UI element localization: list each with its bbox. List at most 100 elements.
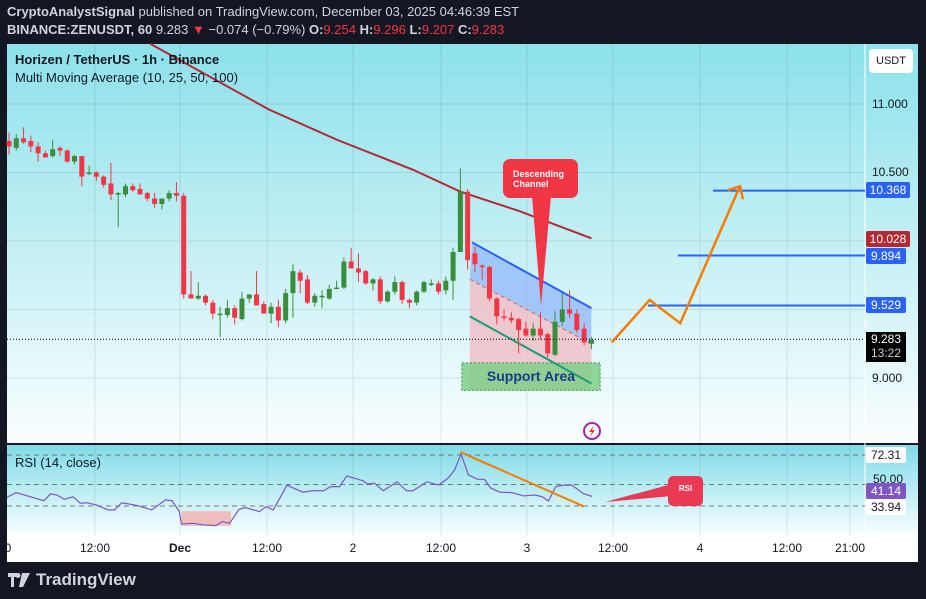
rsi-upper-tag: 72.31 (866, 447, 906, 463)
candle-up (326, 288, 332, 299)
candle-up (559, 309, 565, 322)
channel-callout[interactable]: Descending Channel (503, 159, 578, 198)
rsi-callout-label[interactable]: RSI (678, 484, 693, 493)
projection-arrowhead-icon (727, 184, 745, 200)
candle-up (86, 172, 92, 174)
chart-title[interactable]: Horizen / TetherUS · 1h · Binance (15, 52, 220, 67)
candle-down (501, 316, 507, 318)
candle-down (406, 299, 412, 303)
author-name[interactable]: CryptoAnalystSignal (7, 4, 135, 19)
candle-down (144, 193, 150, 199)
moving-average-line (149, 42, 592, 240)
high-value: 9.296 (373, 22, 406, 37)
candle-down (64, 150, 70, 162)
rsi-current-tag: 41.14 (866, 483, 906, 499)
candle-down (545, 334, 551, 354)
candle-down (181, 195, 187, 295)
candle-down (574, 313, 580, 331)
symbol: BINANCE:ZENUSDT, 60 (7, 22, 153, 37)
candle-up (588, 339, 594, 344)
candle-down (79, 156, 85, 177)
candle-up (530, 328, 536, 336)
time-tick: 21:00 (834, 541, 866, 555)
price-change: −0.074 (−0.79%) (208, 22, 306, 37)
candle-up (268, 306, 274, 314)
time-axis[interactable] (7, 535, 918, 562)
last-price-tag: 9.283 13:22 (866, 332, 906, 362)
channel-upper-line (471, 241, 592, 310)
candle-down (581, 328, 587, 343)
candle-up (421, 282, 427, 292)
candle-down (537, 328, 543, 336)
candle-up (341, 261, 347, 288)
rsi-callout-pointer (605, 484, 672, 502)
indicator-legend[interactable]: Multi Moving Average (10, 25, 50, 100) (15, 70, 239, 85)
open-label: O: (308, 22, 324, 37)
channel-lower-line (469, 315, 592, 385)
candle-up (552, 321, 558, 355)
rsi-pane[interactable] (7, 445, 918, 535)
support-area-label[interactable]: Support Area (486, 368, 576, 384)
candle-up (443, 280, 449, 291)
candle-down (101, 176, 107, 185)
time-tick: 0 (4, 541, 12, 555)
candle-up (414, 291, 420, 303)
channel-callout-text: Descending Channel (513, 169, 565, 189)
candle-down (494, 298, 500, 317)
candle-up (50, 149, 56, 157)
price-tick: 9.000 (872, 371, 903, 385)
candle-down (130, 186, 136, 191)
channel-callout-pointer (532, 196, 551, 306)
candle-up (239, 298, 245, 320)
time-tick: 12:00 (79, 541, 111, 555)
projection-path (610, 185, 742, 344)
close-value: 9.283 (471, 22, 505, 37)
channel-drawing[interactable] (461, 241, 601, 391)
time-tick: 12:00 (771, 541, 803, 555)
candle-down (254, 294, 260, 306)
low-label: L: (409, 22, 422, 37)
currency-button[interactable]: USDT (869, 49, 913, 73)
candle-down (28, 140, 34, 147)
candle-down (173, 193, 179, 196)
candle-up (217, 313, 223, 316)
time-tick: 2 (349, 541, 357, 555)
time-tick: Dec (168, 541, 192, 555)
last-price: 9.283 (155, 22, 189, 37)
rsi-legend[interactable]: RSI (14, close) (15, 455, 101, 470)
candle-up (166, 193, 172, 199)
candle-down (465, 191, 471, 261)
candle-down (6, 140, 12, 147)
down-arrow-icon: ▼ (191, 22, 205, 37)
rsi-line (6, 452, 593, 527)
candle-up (115, 193, 121, 195)
candle-down (348, 261, 354, 269)
candle-up (370, 279, 376, 284)
candle-down (137, 188, 143, 195)
candle-down (363, 271, 369, 284)
candle-up (392, 282, 398, 292)
tradingview-logo[interactable]: TradingView (8, 570, 136, 590)
time-tick: 12:00 (425, 541, 457, 555)
rsi-oversold-fill (181, 511, 232, 526)
candle-down (210, 302, 216, 314)
level-tag: 9.529 (866, 297, 906, 313)
rsi-mid-tick: 50.00 (873, 472, 904, 486)
candle-up (246, 294, 252, 299)
publish-info: CryptoAnalystSignal published on Trading… (7, 4, 519, 19)
candle-down (508, 317, 514, 321)
candle-down (523, 328, 529, 336)
channel-callout-box (503, 159, 578, 198)
drawings[interactable] (7, 159, 865, 440)
candle-down (297, 272, 303, 281)
lightning-bolt-icon (589, 425, 595, 437)
brand-name: TradingView (36, 570, 136, 589)
candle-up (319, 295, 325, 298)
candle-down (486, 267, 492, 299)
candle-down (567, 309, 573, 314)
candle-up (159, 198, 165, 205)
candle-down (42, 153, 48, 158)
candle-down (232, 308, 238, 318)
candle-down (479, 265, 485, 268)
